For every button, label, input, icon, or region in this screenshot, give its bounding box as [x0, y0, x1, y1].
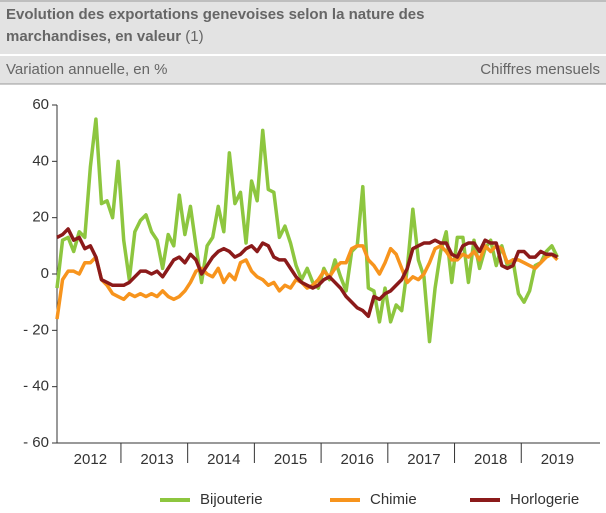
x-tick-label: 2014	[207, 451, 240, 468]
x-tick-label: 2016	[341, 451, 374, 468]
y-tick-label: 0	[41, 265, 49, 282]
y-tick-label: 20	[32, 209, 49, 226]
x-tick-label: 2019	[541, 451, 574, 468]
legend-label: Horlogerie	[510, 491, 579, 508]
chart-title: marchandises, en valeur	[6, 28, 181, 45]
x-tick-label: 2015	[274, 451, 307, 468]
series-line	[55, 117, 559, 344]
legend-label: Chimie	[370, 491, 417, 508]
x-tick-label: 2013	[140, 451, 173, 468]
y-tick-label: 40	[32, 152, 49, 169]
x-tick-label: 2017	[407, 451, 440, 468]
subtitle: Variation annuelle, en %	[6, 61, 168, 78]
title-note: (1)	[185, 28, 203, 45]
y-tick-label: - 40	[23, 378, 49, 395]
series-line	[55, 244, 559, 320]
chart-title: marchandises, en valeur (1)	[6, 28, 204, 45]
y-tick-label: - 20	[23, 321, 49, 338]
header-bg	[0, 0, 606, 84]
subtitle-right: Chiffres mensuels	[480, 61, 600, 78]
x-tick-label: 2018	[474, 451, 507, 468]
x-tick-label: 2012	[74, 451, 107, 468]
chart-title: Evolution des exportations genevoises se…	[6, 6, 424, 23]
y-tick-label: - 60	[23, 434, 49, 451]
legend-label: Bijouterie	[200, 491, 263, 508]
y-tick-label: 60	[32, 96, 49, 113]
series-line	[56, 227, 559, 318]
